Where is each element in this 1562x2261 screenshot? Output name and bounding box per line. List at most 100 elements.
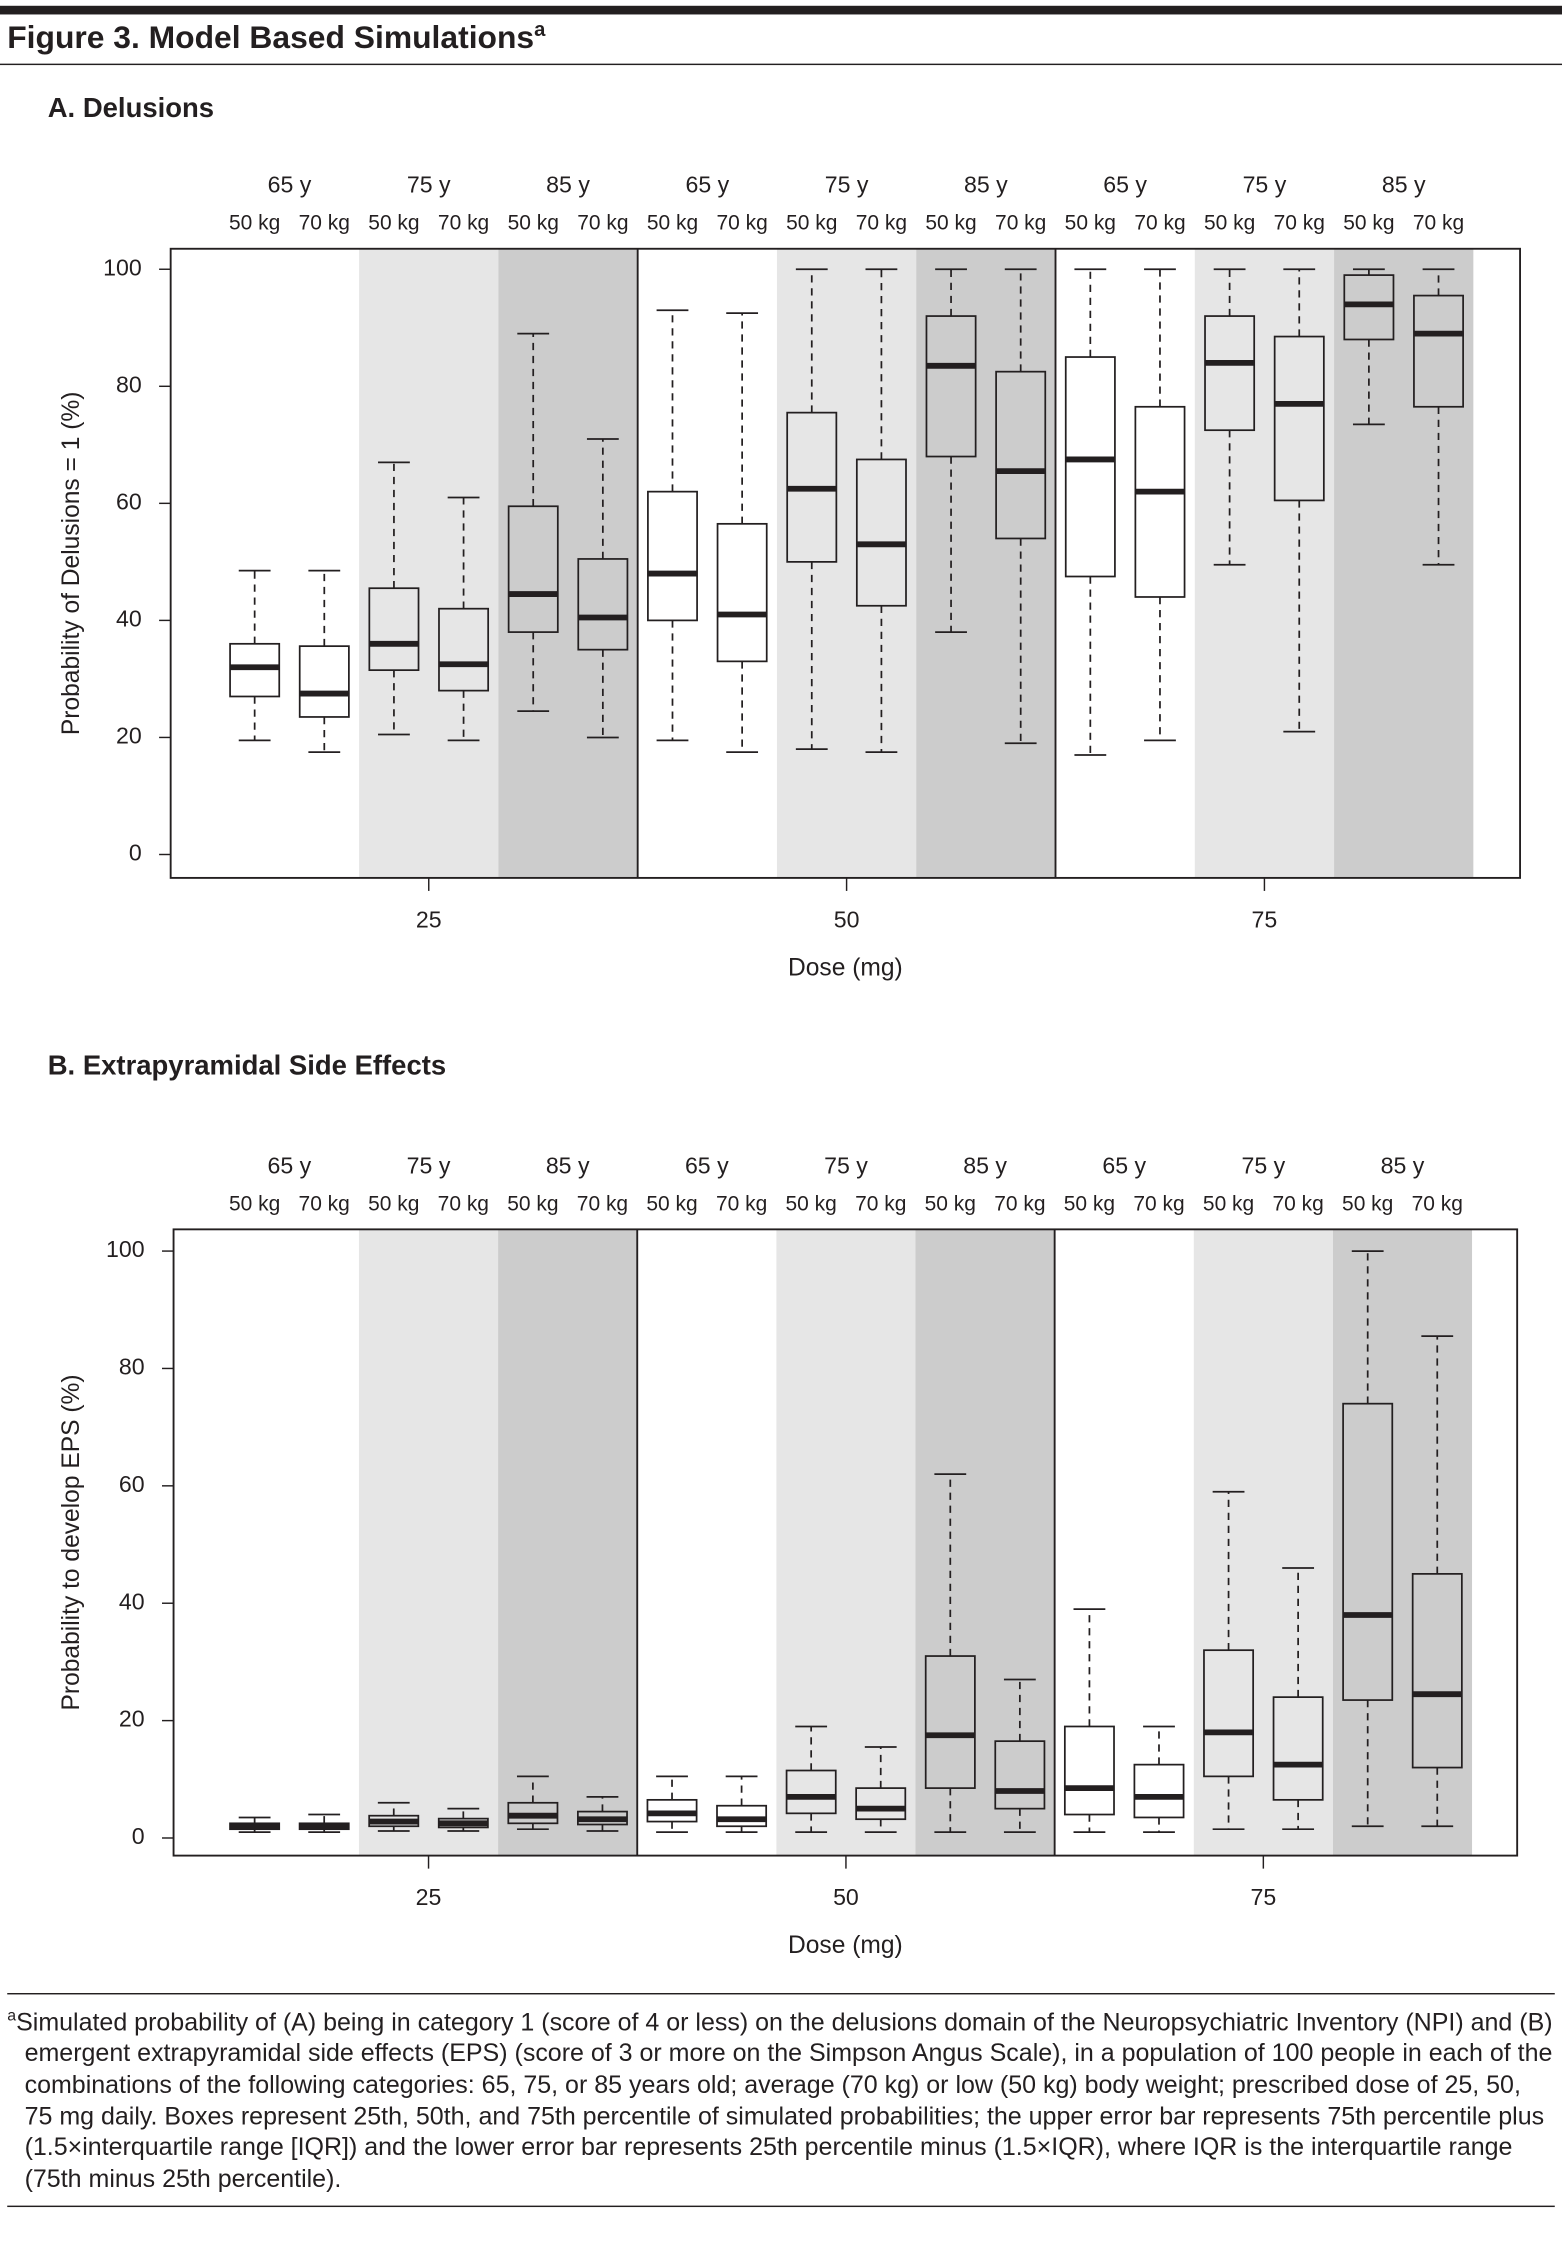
age-label: 65 y bbox=[685, 1152, 729, 1178]
age-label: 75 y bbox=[825, 172, 869, 198]
weight-label: 50 kg bbox=[229, 1192, 280, 1215]
y-tick-label: 60 bbox=[116, 488, 142, 514]
box bbox=[855, 458, 907, 607]
y-tick-label: 0 bbox=[129, 840, 142, 866]
age-band bbox=[498, 1229, 638, 1856]
weight-label: 50 kg bbox=[1065, 212, 1116, 235]
x-tick-label: 75 bbox=[1250, 1884, 1276, 1910]
weight-label: 50 kg bbox=[229, 212, 280, 235]
box bbox=[1063, 1725, 1115, 1816]
box bbox=[994, 1740, 1046, 1810]
weight-label: 70 kg bbox=[1412, 1192, 1463, 1215]
title-marker: a bbox=[534, 17, 546, 41]
x-tick-label: 50 bbox=[834, 906, 860, 932]
y-tick-label: 40 bbox=[119, 1588, 145, 1614]
age-label: 85 y bbox=[963, 1152, 1007, 1178]
age-label: 75 y bbox=[407, 172, 451, 198]
y-tick-label: 60 bbox=[119, 1471, 145, 1497]
weight-label: 70 kg bbox=[438, 212, 489, 235]
y-tick-label: 20 bbox=[116, 723, 142, 749]
weight-label: 70 kg bbox=[299, 212, 350, 235]
age-band bbox=[219, 1229, 359, 1856]
age-band bbox=[637, 1229, 777, 1856]
weight-label: 70 kg bbox=[1272, 1192, 1323, 1215]
top-bar bbox=[0, 5, 1562, 15]
y-tick-label: 40 bbox=[116, 606, 142, 632]
y-tick-label: 0 bbox=[132, 1823, 145, 1849]
panel-title: A. Delusions bbox=[48, 92, 214, 123]
weight-label: 50 kg bbox=[925, 1192, 976, 1215]
weight-label: 50 kg bbox=[786, 1192, 837, 1215]
age-band bbox=[359, 248, 499, 878]
weight-label: 50 kg bbox=[646, 1192, 697, 1215]
y-tick-label: 80 bbox=[119, 1354, 145, 1380]
weight-label: 70 kg bbox=[716, 212, 767, 235]
box bbox=[925, 315, 977, 458]
rule bbox=[0, 63, 1562, 66]
weight-label: 50 kg bbox=[507, 1192, 558, 1215]
age-label: 75 y bbox=[1241, 1152, 1285, 1178]
weight-label: 50 kg bbox=[1342, 1192, 1393, 1215]
footnote: aSimulated probability of (A) being in c… bbox=[7, 1993, 1555, 2208]
weight-label: 70 kg bbox=[716, 1192, 767, 1215]
age-label: 75 y bbox=[824, 1152, 868, 1178]
x-axis-label: Dose (mg) bbox=[788, 1932, 903, 1959]
y-tick-label: 100 bbox=[106, 1236, 145, 1262]
figure-title: Figure 3. Model Based Simulationsa bbox=[7, 17, 545, 57]
age-label: 65 y bbox=[685, 172, 729, 198]
weight-label: 50 kg bbox=[1343, 212, 1394, 235]
box bbox=[298, 645, 350, 718]
box bbox=[647, 490, 698, 622]
box bbox=[368, 587, 420, 672]
plot-frame bbox=[172, 1228, 1519, 1857]
footnote-marker: a bbox=[7, 2007, 17, 2025]
age-label: 85 y bbox=[546, 172, 590, 198]
box bbox=[1134, 405, 1186, 598]
y-tick-label: 20 bbox=[119, 1706, 145, 1732]
age-band bbox=[776, 1229, 916, 1856]
box bbox=[438, 607, 490, 692]
panel-title: B. Extrapyramidal Side Effects bbox=[48, 1050, 446, 1081]
box bbox=[507, 505, 559, 633]
x-tick-label: 50 bbox=[833, 1884, 859, 1910]
weight-label: 50 kg bbox=[647, 212, 698, 235]
y-axis-label: Probability of Delusions = 1 (%) bbox=[58, 392, 85, 736]
box bbox=[1203, 1649, 1255, 1778]
x-tick-label: 75 bbox=[1252, 906, 1278, 932]
box bbox=[1343, 274, 1395, 341]
box bbox=[1133, 1763, 1185, 1819]
box bbox=[995, 370, 1047, 540]
weight-label: 70 kg bbox=[299, 1192, 350, 1215]
weight-label: 50 kg bbox=[508, 212, 559, 235]
age-label: 85 y bbox=[1382, 172, 1426, 198]
weight-label: 50 kg bbox=[1204, 212, 1255, 235]
weight-label: 70 kg bbox=[577, 1192, 628, 1215]
weight-label: 50 kg bbox=[1203, 1192, 1254, 1215]
weight-label: 70 kg bbox=[995, 212, 1046, 235]
plot-frame bbox=[169, 247, 1522, 879]
weight-label: 70 kg bbox=[855, 1192, 906, 1215]
box bbox=[577, 558, 629, 651]
weight-label: 70 kg bbox=[1133, 1192, 1184, 1215]
y-axis-label: Probability to develop EPS (%) bbox=[58, 1374, 85, 1710]
box bbox=[716, 1804, 768, 1828]
weight-label: 50 kg bbox=[1064, 1192, 1115, 1215]
weight-label: 50 kg bbox=[368, 1192, 419, 1215]
age-label: 85 y bbox=[1381, 1152, 1425, 1178]
weight-label: 70 kg bbox=[577, 212, 628, 235]
weight-label: 70 kg bbox=[1134, 212, 1185, 235]
x-tick-label: 25 bbox=[416, 906, 442, 932]
box bbox=[1273, 335, 1325, 502]
weight-label: 50 kg bbox=[786, 212, 837, 235]
weight-label: 70 kg bbox=[1413, 212, 1464, 235]
box bbox=[785, 1769, 837, 1815]
weight-label: 70 kg bbox=[856, 212, 907, 235]
footnote-text: Simulated probability of (A) being in ca… bbox=[16, 2007, 1553, 2193]
weight-label: 70 kg bbox=[1274, 212, 1325, 235]
box bbox=[1204, 315, 1256, 432]
age-label: 65 y bbox=[268, 172, 312, 198]
age-label: 65 y bbox=[1103, 172, 1147, 198]
